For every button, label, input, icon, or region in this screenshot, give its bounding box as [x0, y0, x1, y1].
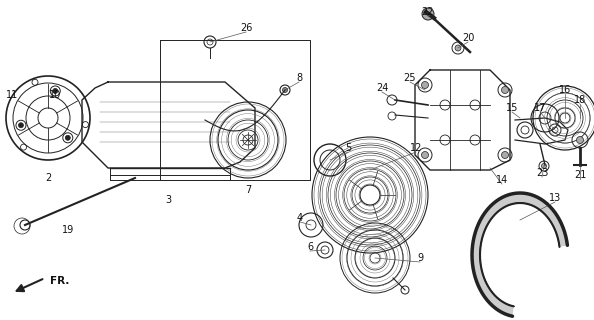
Text: 18: 18: [574, 95, 586, 105]
Circle shape: [501, 151, 508, 158]
Text: 4: 4: [297, 213, 303, 223]
Circle shape: [18, 123, 23, 128]
Text: 12: 12: [410, 143, 422, 153]
Text: 5: 5: [345, 143, 351, 153]
Text: 26: 26: [240, 23, 252, 33]
Text: 13: 13: [549, 193, 561, 203]
Circle shape: [422, 8, 434, 20]
Polygon shape: [472, 193, 567, 316]
Text: 6: 6: [307, 242, 313, 252]
Text: 10: 10: [49, 90, 61, 100]
Text: FR.: FR.: [50, 276, 69, 286]
Circle shape: [422, 151, 428, 158]
Circle shape: [455, 45, 461, 51]
Circle shape: [501, 86, 508, 93]
Text: 17: 17: [534, 103, 546, 113]
Text: 20: 20: [462, 33, 474, 43]
Text: 19: 19: [62, 225, 74, 235]
Circle shape: [422, 82, 428, 89]
Text: 23: 23: [536, 168, 548, 178]
Circle shape: [53, 88, 58, 93]
Text: 2: 2: [45, 173, 51, 183]
Text: 9: 9: [417, 253, 423, 263]
Text: 21: 21: [574, 170, 586, 180]
Text: 15: 15: [506, 103, 518, 113]
Circle shape: [283, 87, 287, 92]
Text: 25: 25: [404, 73, 416, 83]
Text: 24: 24: [376, 83, 388, 93]
Text: 22: 22: [422, 7, 434, 17]
Text: 8: 8: [296, 73, 302, 83]
Text: 3: 3: [165, 195, 171, 205]
Text: 11: 11: [6, 90, 18, 100]
Circle shape: [65, 135, 70, 140]
Circle shape: [542, 164, 546, 169]
Text: 7: 7: [245, 185, 251, 195]
Text: 16: 16: [559, 85, 571, 95]
Text: 14: 14: [496, 175, 508, 185]
Circle shape: [577, 137, 583, 143]
